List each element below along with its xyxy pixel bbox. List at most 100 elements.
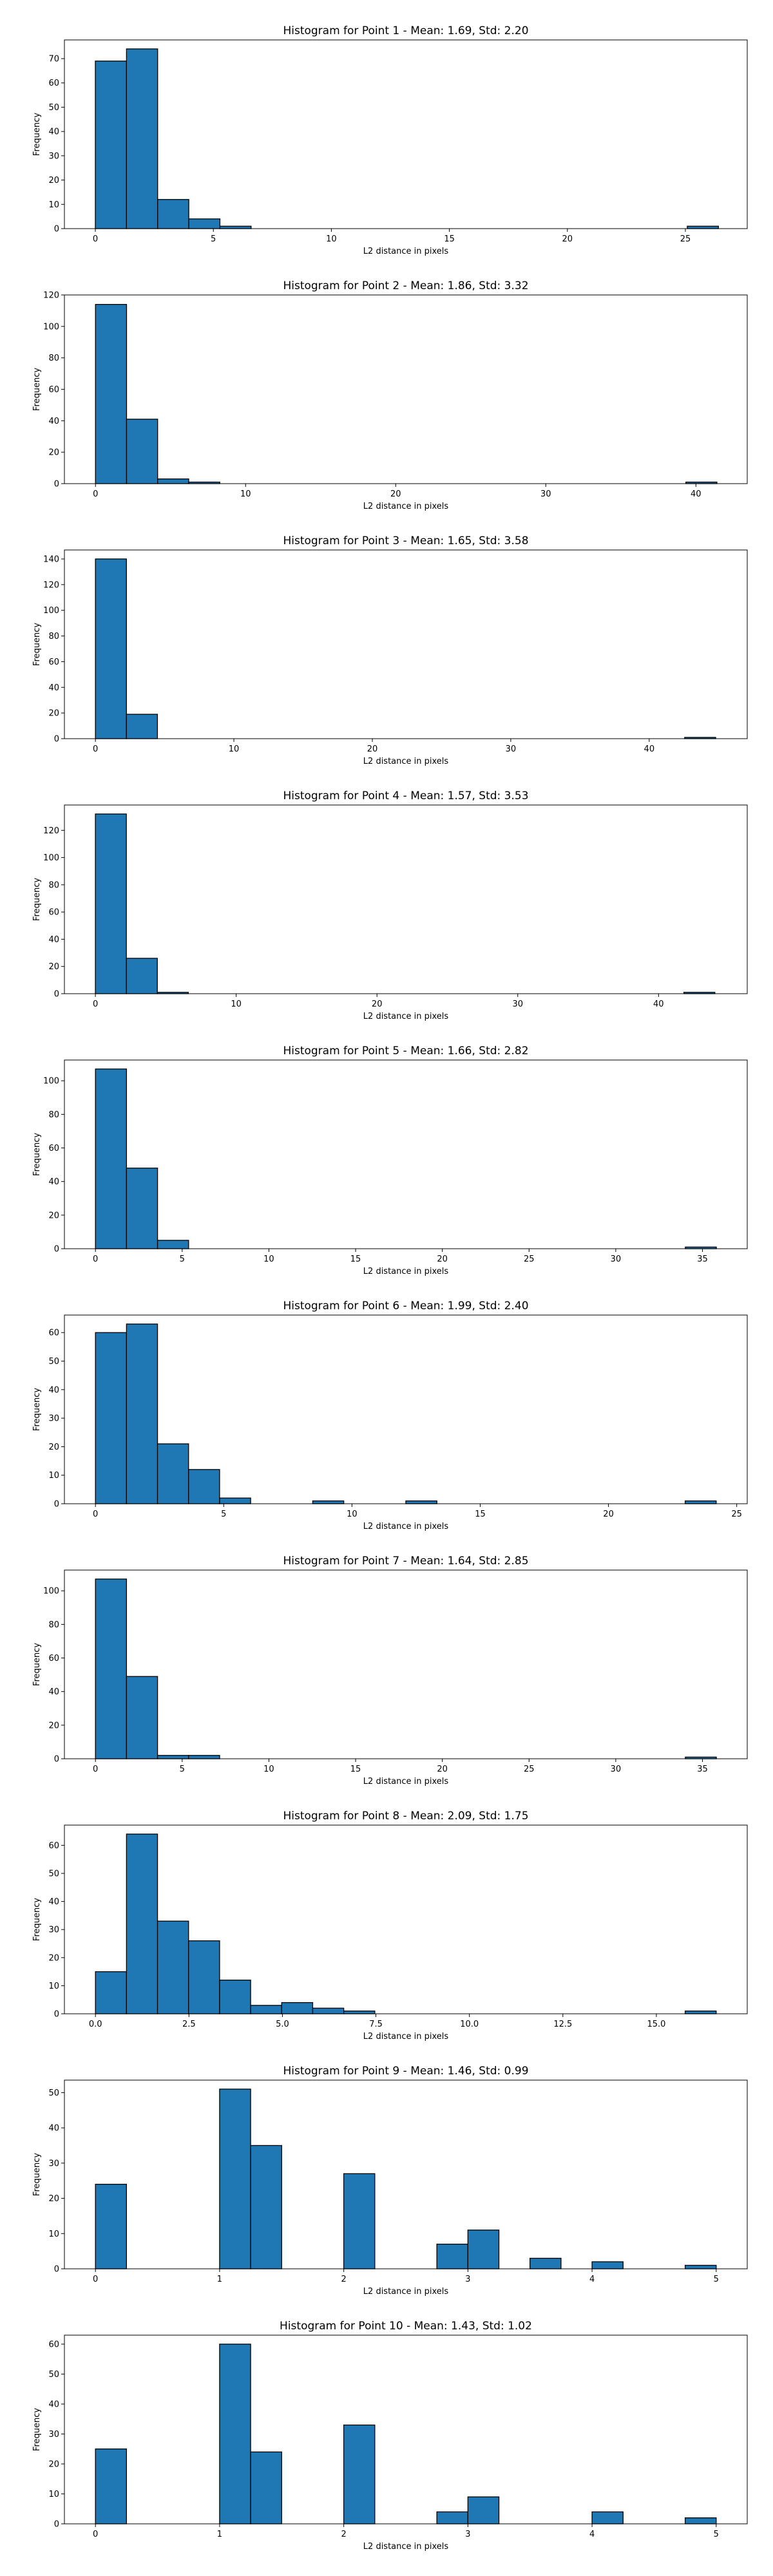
- x-tick-label: 0: [93, 1255, 98, 1264]
- y-axis-label: Frequency: [32, 2408, 42, 2451]
- histogram-bar: [436, 2511, 469, 2524]
- histogram-chart-5: Histogram for Point 5 - Mean: 1.66, Std:…: [32, 1045, 748, 1276]
- y-tick-label: 10: [48, 2230, 59, 2239]
- y-tick-label: 80: [48, 1620, 59, 1630]
- chart-title: Histogram for Point 8 - Mean: 2.09, Std:…: [283, 1810, 528, 1823]
- y-tick-label: 40: [48, 1385, 59, 1395]
- x-axis-label: L2 distance in pixels: [363, 2032, 449, 2041]
- x-axis-ticks: 0 10 20 30 40: [93, 994, 664, 1009]
- y-axis-ticks: 0 10 20 30 40 50 60: [48, 2340, 64, 2530]
- x-tick-label: 2: [341, 2530, 346, 2539]
- histogram-bar: [95, 813, 127, 994]
- y-tick-label: 60: [48, 1654, 59, 1663]
- chart-title: Histogram for Point 9 - Mean: 1.46, Std:…: [283, 2065, 528, 2078]
- histogram-bar: [343, 2424, 376, 2524]
- histogram-bar: [157, 1240, 189, 1249]
- x-tick-label: 25: [680, 234, 691, 244]
- x-tick-label: 30: [611, 1255, 622, 1264]
- bars: [95, 2344, 717, 2524]
- y-tick-label: 40: [48, 1687, 59, 1697]
- histogram-bar: [530, 2257, 562, 2269]
- x-tick-label: 4: [589, 2275, 595, 2284]
- x-tick-label: 40: [653, 999, 664, 1009]
- x-axis-ticks: 0.0 2.5 5.0 7.5 10.0 12.5 15.0: [89, 2014, 665, 2029]
- x-tick-label: 15.0: [647, 2020, 665, 2029]
- histogram-chart-7: Histogram for Point 7 - Mean: 1.64, Std:…: [32, 1555, 748, 1786]
- chart-title: Histogram for Point 4 - Mean: 1.57, Std:…: [283, 790, 528, 802]
- x-tick-label: 5: [211, 234, 216, 244]
- y-tick-label: 80: [48, 880, 59, 890]
- x-tick-label: 3: [465, 2275, 470, 2284]
- x-tick-label: 1: [217, 2530, 222, 2539]
- x-tick-label: 30: [506, 744, 517, 754]
- y-tick-label: 40: [48, 935, 59, 945]
- chart-title: Histogram for Point 3 - Mean: 1.65, Std:…: [283, 535, 528, 547]
- histogram-bar: [219, 1980, 251, 2014]
- histogram-bar: [95, 1578, 128, 1759]
- histogram-bar: [591, 2511, 624, 2524]
- histogram-bar: [126, 419, 158, 484]
- histogram-bar: [126, 714, 158, 739]
- y-axis-ticks: 0 10 20 30 40 50 60 70: [48, 55, 64, 234]
- y-tick-label: 60: [48, 908, 59, 918]
- x-tick-label: 20: [603, 1510, 614, 1519]
- x-tick-label: 30: [512, 999, 523, 1009]
- x-axis-label: L2 distance in pixels: [363, 1777, 449, 1786]
- histogram-bar: [95, 558, 127, 739]
- x-tick-label: 40: [644, 744, 655, 754]
- histogram-bar: [95, 2448, 128, 2524]
- bars: [95, 303, 718, 484]
- x-tick-label: 25: [524, 1765, 535, 1774]
- x-tick-label: 5: [714, 2530, 719, 2539]
- x-axis-label: L2 distance in pixels: [363, 2542, 449, 2552]
- y-tick-label: 100: [43, 322, 59, 332]
- y-axis-ticks: 0 10 20 30 40 50: [48, 2088, 64, 2275]
- y-tick-label: 30: [48, 2430, 59, 2439]
- bars: [95, 1833, 717, 2014]
- y-tick-label: 80: [48, 354, 59, 363]
- y-tick-label: 100: [43, 606, 59, 616]
- histogram-bar: [250, 2005, 282, 2014]
- histogram-chart-10: Histogram for Point 10 - Mean: 1.43, Std…: [32, 2320, 748, 2552]
- histogram-bar: [343, 2010, 376, 2014]
- plot-frame: [64, 1569, 748, 1759]
- plot-frame: [64, 804, 748, 994]
- x-axis-ticks: 0 10 20 30 40: [93, 739, 654, 754]
- histogram-bar: [250, 2145, 282, 2269]
- histogram-bar: [188, 218, 221, 229]
- x-tick-label: 5: [180, 1255, 185, 1264]
- y-tick-label: 40: [48, 128, 59, 137]
- y-tick-label: 20: [48, 709, 59, 719]
- histogram-bar: [157, 1755, 189, 1759]
- histogram-bar: [684, 1500, 717, 1504]
- x-tick-label: 10: [229, 744, 240, 754]
- y-tick-label: 70: [48, 55, 59, 64]
- x-tick-label: 15: [475, 1510, 486, 1519]
- histogram-chart-6: Histogram for Point 6 - Mean: 1.99, Std:…: [32, 1300, 748, 1531]
- histogram-bar: [312, 1500, 345, 1504]
- x-tick-label: 10: [347, 1510, 358, 1519]
- y-tick-label: 60: [48, 2340, 59, 2349]
- histogram-bar: [157, 1920, 189, 2014]
- y-tick-label: 0: [54, 480, 59, 489]
- plot-frame: [64, 294, 748, 484]
- x-tick-label: 25: [524, 1255, 535, 1264]
- x-tick-label: 0.0: [89, 2020, 102, 2029]
- y-axis-label: Frequency: [32, 1133, 42, 1176]
- x-tick-label: 3: [465, 2530, 470, 2539]
- x-axis-label: L2 distance in pixels: [363, 247, 449, 256]
- x-tick-label: 4: [589, 2530, 595, 2539]
- y-tick-label: 10: [48, 1471, 59, 1481]
- histogram-bar: [126, 48, 158, 229]
- y-tick-label: 0: [54, 2520, 59, 2530]
- histogram-bar: [219, 1497, 251, 1504]
- y-tick-label: 0: [54, 2010, 59, 2020]
- y-tick-label: 10: [48, 2490, 59, 2499]
- histogram-bar: [126, 1168, 158, 1249]
- y-axis-label: Frequency: [32, 113, 42, 156]
- x-axis-label: L2 distance in pixels: [363, 1012, 449, 1021]
- y-tick-label: 60: [48, 1329, 59, 1338]
- plot-frame: [64, 2079, 748, 2269]
- x-tick-label: 15: [444, 234, 455, 244]
- histogram-bar: [157, 199, 189, 229]
